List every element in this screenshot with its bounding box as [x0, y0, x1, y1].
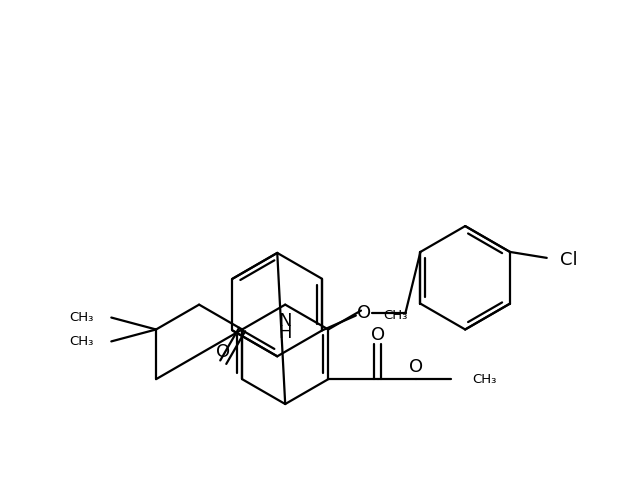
Text: CH₃: CH₃: [69, 335, 93, 348]
Text: N: N: [278, 312, 292, 329]
Text: O: O: [371, 326, 385, 345]
Text: O: O: [409, 358, 423, 376]
Text: CH₃: CH₃: [472, 373, 497, 386]
Text: O: O: [216, 343, 230, 361]
Text: Cl: Cl: [559, 251, 577, 269]
Text: H: H: [278, 325, 292, 342]
Text: CH₃: CH₃: [69, 311, 93, 324]
Text: CH₃: CH₃: [383, 309, 407, 322]
Text: O: O: [356, 304, 371, 322]
